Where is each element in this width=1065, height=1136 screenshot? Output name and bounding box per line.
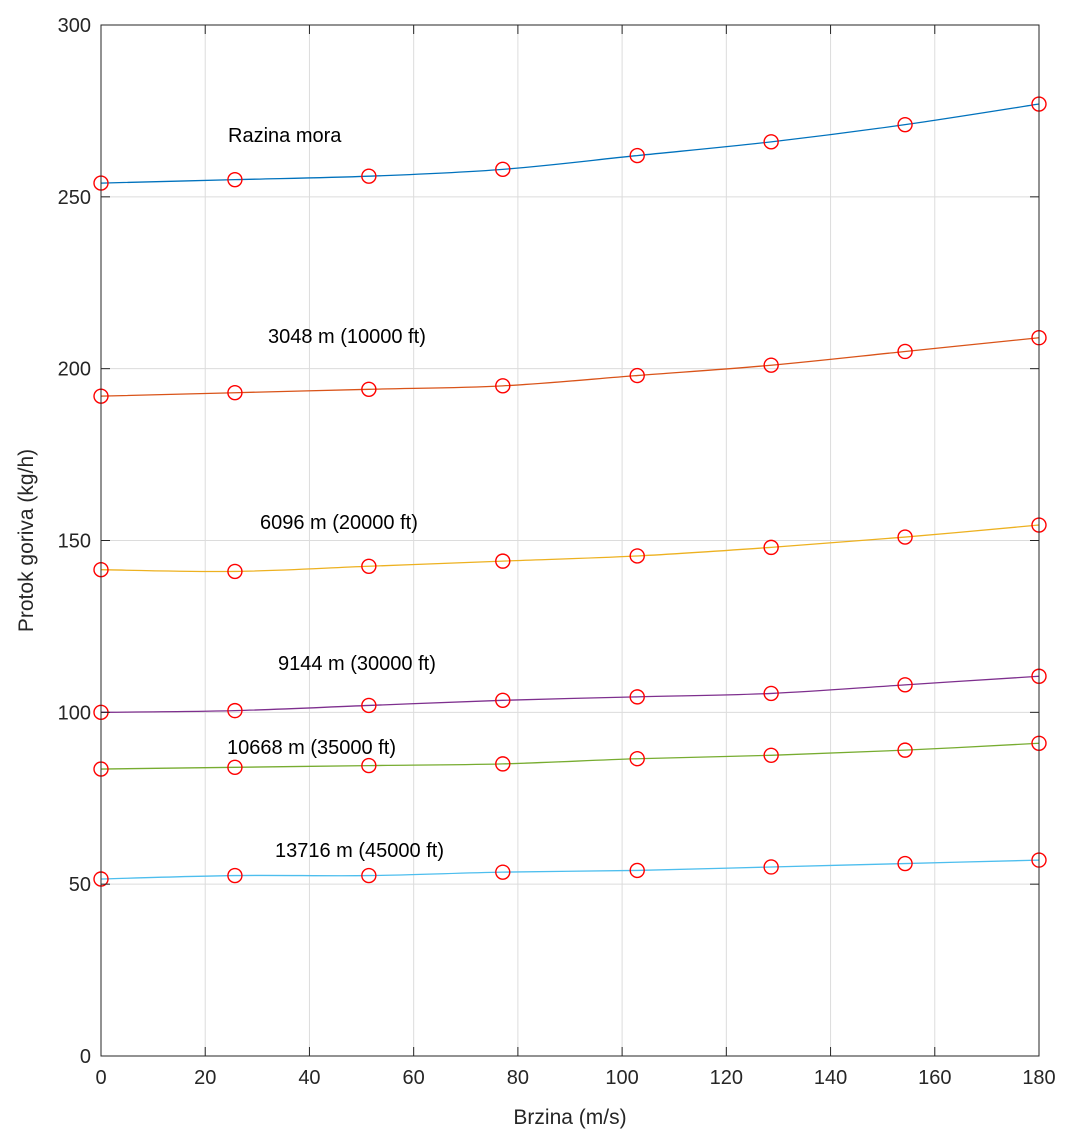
data-point-marker: [361, 558, 377, 574]
data-point-marker: [763, 747, 779, 763]
x-axis-label: Brzina (m/s): [513, 1106, 626, 1129]
x-tick-label: 100: [605, 1067, 638, 1089]
y-tick-label: 150: [58, 531, 91, 553]
data-point-marker: [361, 867, 377, 884]
data-point-marker: [227, 171, 243, 188]
x-tick-label: 40: [298, 1067, 320, 1089]
data-point-marker: [763, 357, 779, 373]
data-point-marker: [763, 859, 779, 875]
x-tick-label: 60: [403, 1067, 425, 1089]
x-tick-label: 180: [1022, 1067, 1055, 1089]
series-line: [100, 337, 1040, 397]
data-point-marker: [629, 367, 645, 384]
data-point-marker: [897, 742, 913, 758]
data-point-marker: [495, 161, 511, 178]
series-annotation: 10668 m (35000 ft): [227, 737, 396, 759]
data-point-marker: [897, 343, 913, 360]
y-tick-label: 200: [58, 359, 91, 381]
data-point-marker: [361, 381, 377, 397]
axis-ticks: 0 20 40 60 80 100 120 140 160 180 0 50 100 150 200 250 3…: [58, 15, 1056, 1089]
data-point-marker: [763, 685, 779, 702]
data-point-marker: [897, 677, 913, 693]
data-point-marker: [495, 864, 511, 880]
data-point-marker: [763, 134, 779, 150]
series-lines: [100, 103, 1040, 880]
data-point-marker: [227, 702, 243, 719]
grid: [101, 25, 1039, 1056]
y-tick-label: 250: [58, 187, 91, 209]
series-line: [100, 675, 1040, 713]
data-point-marker: [897, 116, 913, 133]
y-tick-label: 0: [80, 1046, 91, 1068]
series-annotation: 9144 m (30000 ft): [278, 653, 436, 675]
x-tick-label: 140: [814, 1067, 847, 1089]
y-axis-label: Protok goriva (kg/h): [15, 449, 38, 632]
data-point-marker: [629, 689, 645, 705]
series-line: [100, 103, 1040, 184]
data-point-marker: [629, 147, 645, 164]
data-point-marker: [227, 385, 243, 401]
data-point-marker: [897, 529, 913, 545]
data-point-marker: [495, 553, 511, 569]
data-point-marker: [361, 168, 377, 184]
data-point-marker: [495, 378, 511, 394]
x-tick-label: 80: [507, 1067, 529, 1089]
data-point-marker: [629, 751, 645, 767]
x-tick-label: 20: [194, 1067, 216, 1089]
data-point-marker: [227, 867, 243, 884]
series-line: [100, 524, 1040, 573]
series-annotation: Razina mora: [228, 125, 342, 147]
data-point-marker: [629, 862, 645, 879]
series-line: [100, 742, 1040, 770]
data-point-marker: [897, 855, 913, 872]
data-point-marker: [763, 539, 779, 556]
data-point-marker: [361, 757, 377, 774]
series-annotation: 13716 m (45000 ft): [275, 840, 444, 862]
data-point-marker: [629, 548, 645, 564]
series-line: [100, 859, 1040, 880]
series-annotation: 3048 m (10000 ft): [268, 326, 426, 348]
x-tick-label: 160: [918, 1067, 951, 1089]
y-tick-label: 300: [58, 15, 91, 37]
data-point-marker: [361, 697, 377, 714]
series-annotations: Razina mora 3048 m (10000 ft) 6096 m (2000…: [227, 125, 444, 862]
data-point-marker: [495, 756, 511, 772]
series-annotation: 6096 m (20000 ft): [260, 512, 418, 534]
y-tick-label: 50: [69, 874, 91, 896]
y-tick-label: 100: [58, 702, 91, 724]
data-point-marker: [227, 563, 243, 580]
data-point-marker: [227, 759, 243, 776]
x-tick-label: 120: [710, 1067, 743, 1089]
x-tick-label: 0: [95, 1067, 106, 1089]
data-point-marker: [495, 692, 511, 709]
